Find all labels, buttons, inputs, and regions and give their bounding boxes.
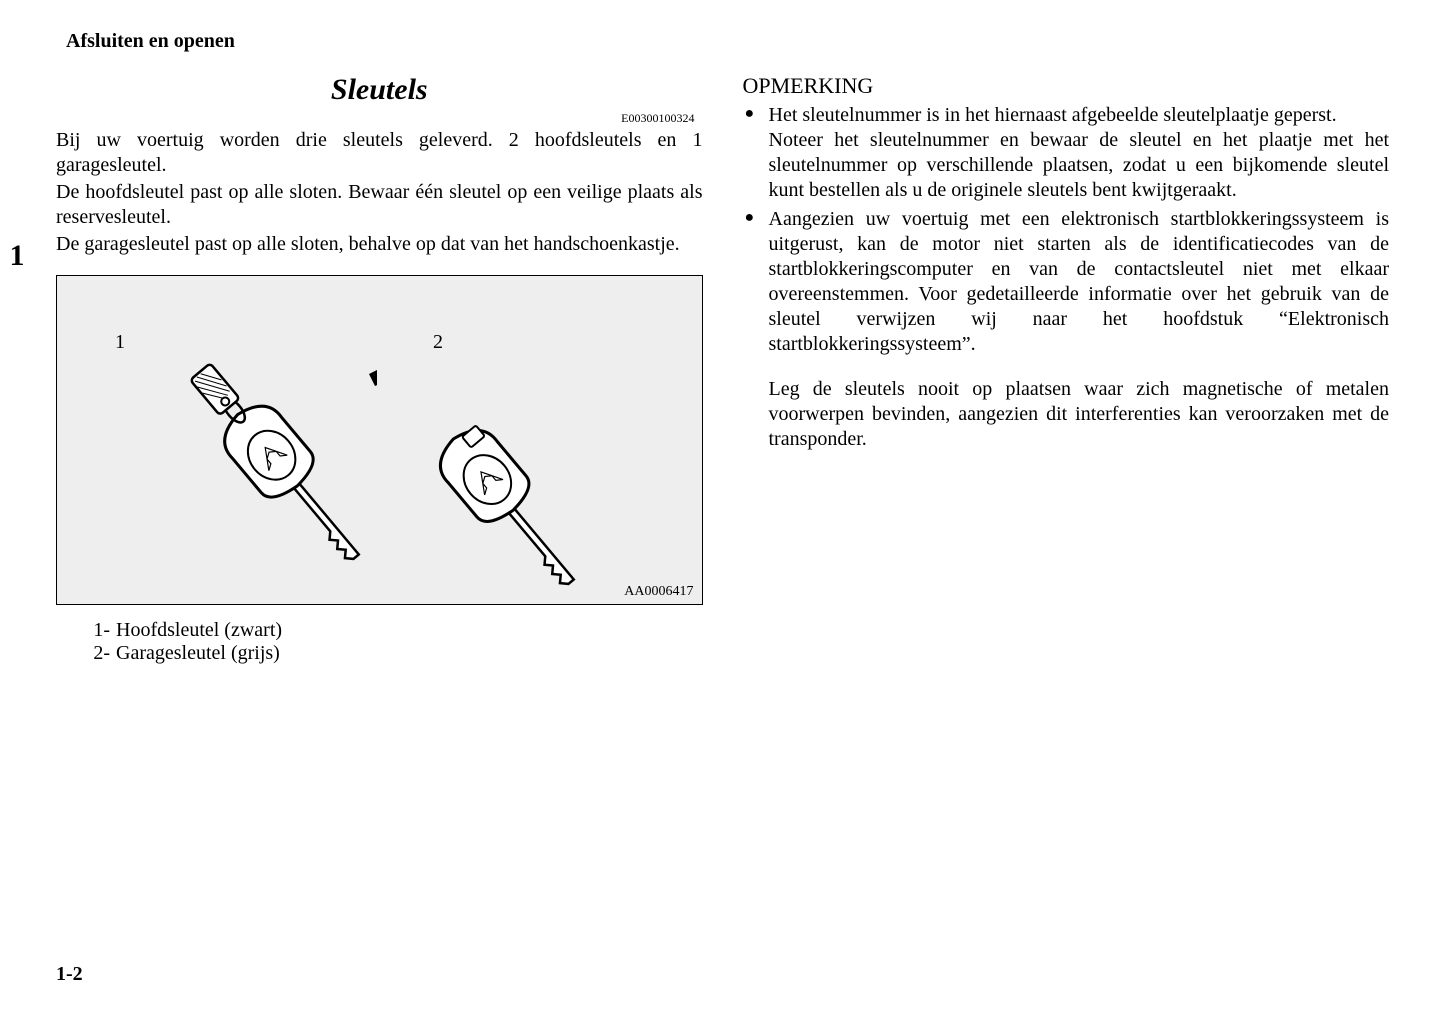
figure-keys: 1 2 AA0006417 [56,275,703,605]
garage-key-icon [377,356,577,596]
bullet-text: Het sleutelnummer is in het hiernaast af… [769,104,1337,126]
main-key-icon [127,286,377,586]
figure-label-2: 2 [433,331,443,354]
chapter-tab: 1 [0,230,34,282]
legend-row: 1- Hoofdsleutel (zwart) [86,619,703,642]
document-id: E00300100324 [56,111,703,126]
paragraph: De garagesleutel past op alle sloten, be… [56,232,703,257]
note-list: Het sleutelnummer is in het hiernaast af… [743,103,1390,357]
figure-legend: 1- Hoofdsleutel (zwart) 2- Garagesleutel… [56,619,703,665]
figure-label-1: 1 [115,331,125,354]
legend-text: Garagesleutel (grijs) [116,642,280,665]
bullet-subtext: Noteer het sleutelnummer en bewaar de sl… [769,128,1390,203]
note-title: OPMERKING [743,73,1390,99]
list-item: Het sleutelnummer is in het hiernaast af… [769,103,1390,203]
section-title: Sleutels [56,73,703,107]
legend-row: 2- Garagesleutel (grijs) [86,642,703,665]
page-header: Afsluiten en openen [0,30,1445,53]
chapter-number: 1 [10,239,25,273]
bullet-text: Aangezien uw voertuig met een elektronis… [769,208,1390,355]
two-column-layout: Sleutels E00300100324 Bij uw voertuig wo… [0,73,1445,665]
right-column: OPMERKING Het sleutelnummer is in het hi… [743,73,1390,665]
manual-page: 1 Afsluiten en openen Sleutels E00300100… [0,0,1445,1026]
figure-ref: AA0006417 [624,584,693,600]
legend-text: Hoofdsleutel (zwart) [116,619,282,642]
paragraph: De hoofdsleutel past op alle sloten. Bew… [56,180,703,230]
left-column: Sleutels E00300100324 Bij uw voertuig wo… [56,73,703,665]
list-item: Aangezien uw voertuig met een elektronis… [769,207,1390,357]
legend-number: 2- [86,642,110,665]
arrow-icon [369,354,377,386]
page-number: 1-2 [56,963,83,986]
paragraph: Leg de sleutels nooit op plaatsen waar z… [743,377,1390,452]
legend-number: 1- [86,619,110,642]
paragraph: Bij uw voertuig worden drie sleutels gel… [56,128,703,178]
